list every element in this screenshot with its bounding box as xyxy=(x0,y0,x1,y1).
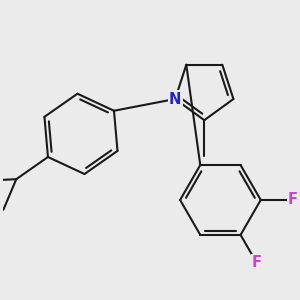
Text: F: F xyxy=(288,193,298,208)
Text: N: N xyxy=(169,92,182,106)
Text: F: F xyxy=(252,255,262,270)
